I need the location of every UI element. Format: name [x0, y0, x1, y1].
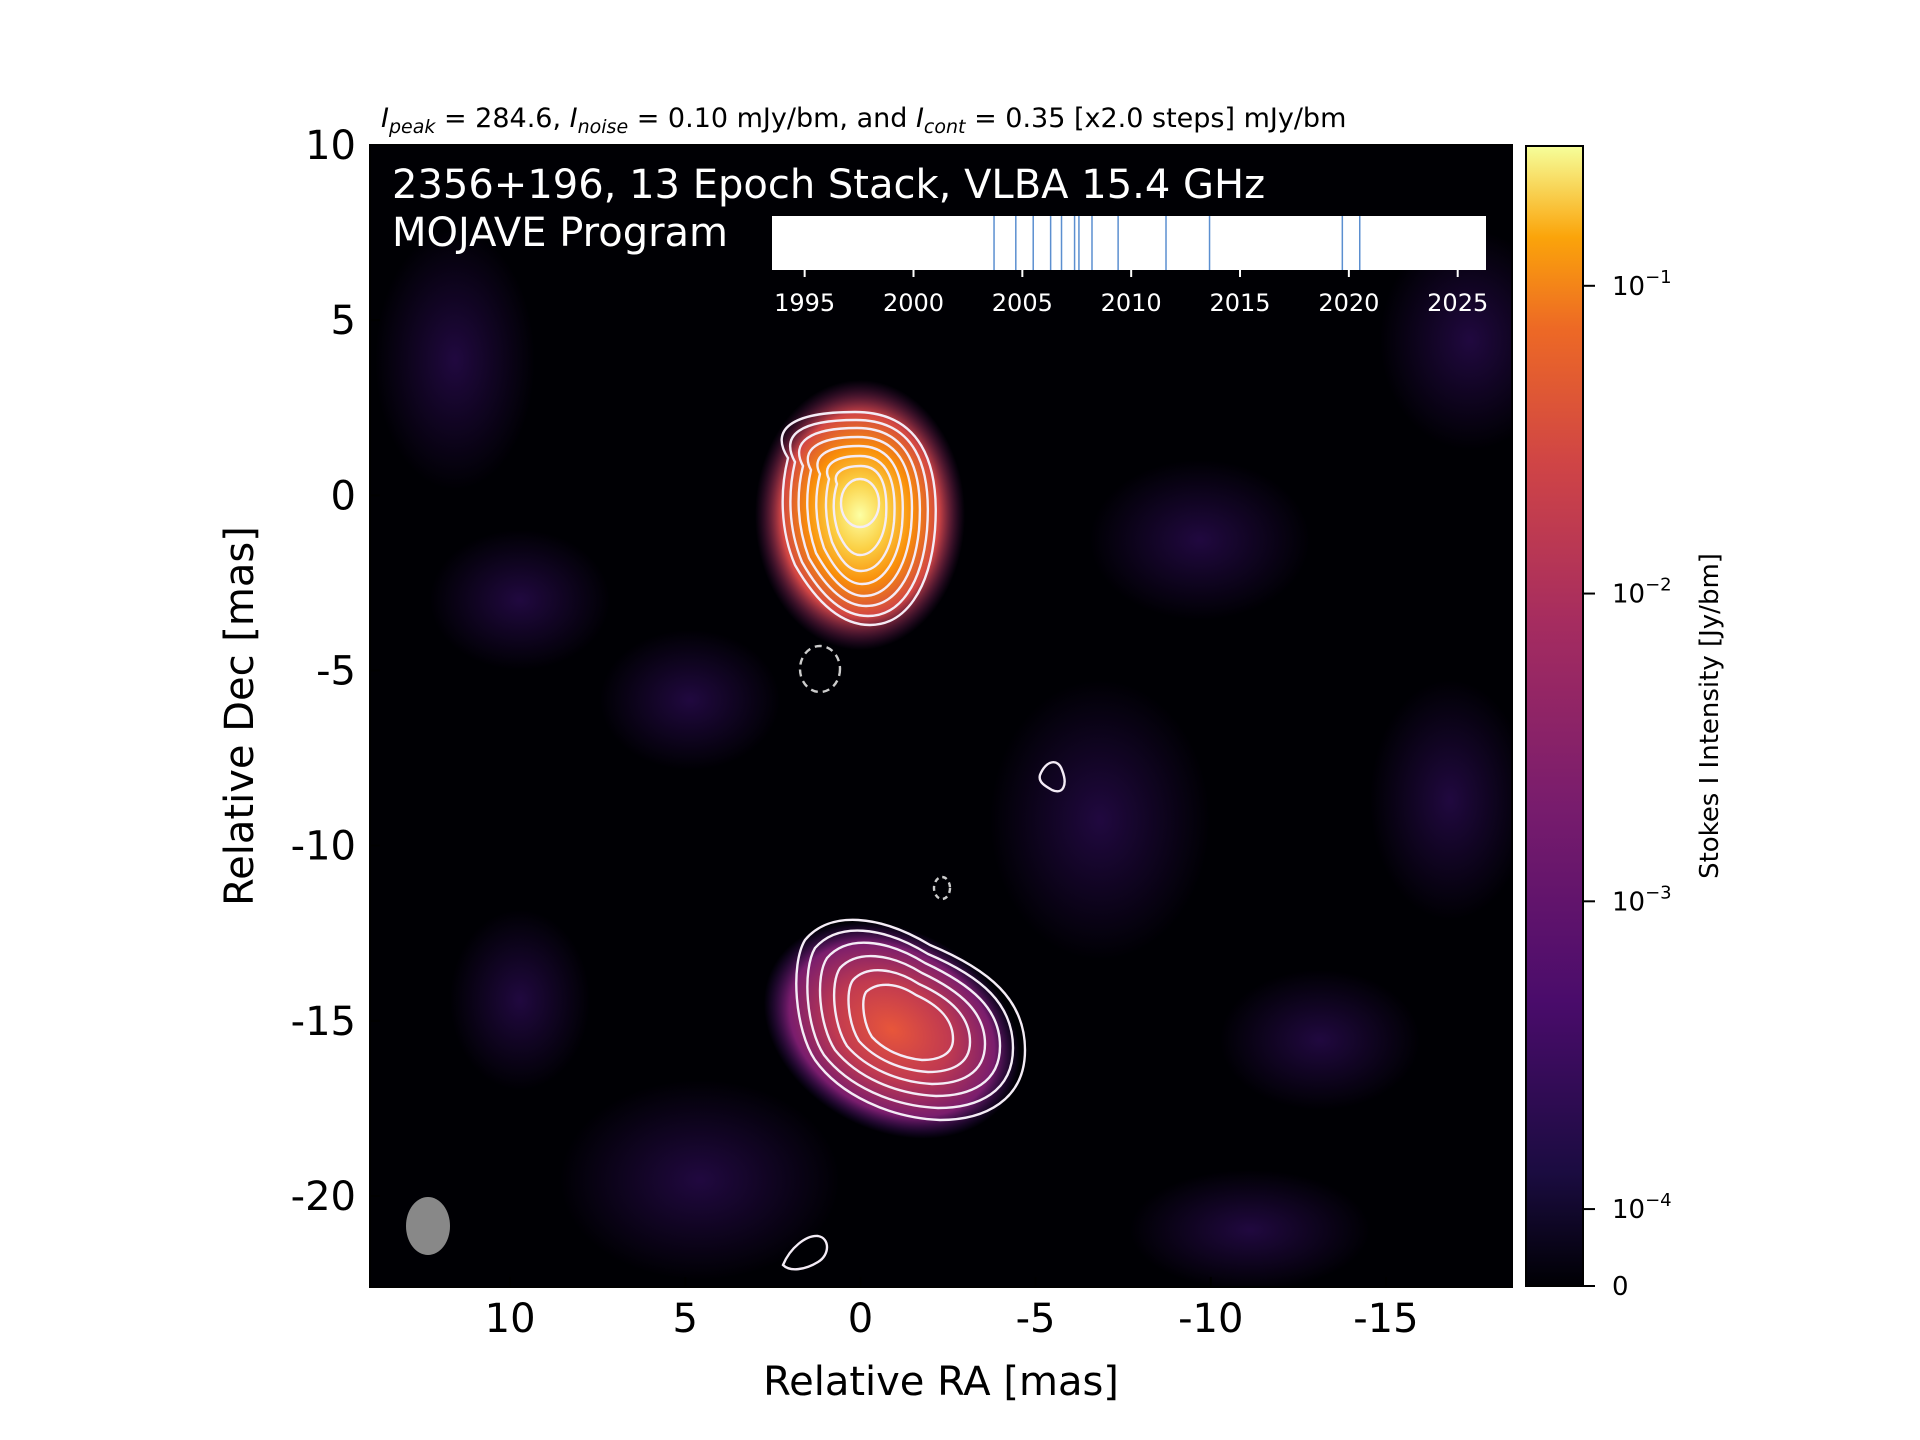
image-plot: 2356+196, 13 Epoch Stack, VLBA 15.4 GHz … — [369, 144, 1513, 1288]
contour-line — [839, 477, 881, 529]
intensity-map — [375, 230, 1512, 1287]
epoch-tick-label: 1995 — [774, 289, 835, 317]
colorbar: 10−1 10−2 10−3 10−4 0 Stokes I Intensity [Jy… — [1525, 145, 1725, 1302]
source-title: 2356+196, 13 Epoch Stack, VLBA 15.4 GHz — [392, 162, 1265, 208]
x-tick-label: 0 — [848, 1296, 873, 1342]
colorbar-tick-label: 10−1 — [1612, 267, 1672, 302]
x-tick-label: 10 — [485, 1296, 536, 1342]
x-axis-ticks: 10 5 0 -5 -10 -15 — [485, 1277, 1419, 1342]
noise-patch — [1380, 230, 1512, 450]
epoch-tick-label: 2025 — [1427, 289, 1488, 317]
contour-line — [797, 426, 921, 608]
colorbar-label: Stokes I Intensity [Jy/bm] — [1695, 553, 1725, 879]
noise-symbol: I — [570, 103, 578, 134]
colorbar-tick-label: 10−4 — [1612, 1190, 1672, 1225]
epoch-ticks: 1995 2000 2005 2010 2015 2020 2025 — [774, 270, 1488, 317]
noise-patch — [450, 910, 590, 1090]
epoch-tick-label: 2015 — [1209, 289, 1270, 317]
contour-line — [815, 444, 904, 586]
cont-value: = 0.35 [x2.0 steps] mJy/bm — [965, 103, 1346, 134]
epoch-tick-label: 2000 — [883, 289, 944, 317]
core-contours — [780, 410, 937, 627]
contour-line — [795, 918, 1027, 1122]
noise-patch — [1220, 970, 1420, 1110]
colorbar-ticks: 10−1 10−2 10−3 10−4 0 — [1583, 267, 1672, 1302]
noise-subscript: noise — [578, 116, 629, 138]
contour-line — [862, 983, 955, 1062]
y-axis-ticks: 10 5 0 -5 -10 -15 -20 — [291, 123, 380, 1220]
cont-symbol: I — [916, 103, 924, 134]
y-axis-label: Relative Dec [mas] — [217, 526, 263, 906]
noise-patch — [1130, 1170, 1370, 1287]
program-title: MOJAVE Program — [392, 210, 728, 256]
contour-line — [780, 410, 937, 627]
contour-line — [1038, 761, 1066, 793]
noise-patch — [1090, 460, 1310, 620]
noise-layer — [375, 230, 1512, 1287]
noise-value: = 0.10 mJy/bm, and — [628, 103, 916, 134]
negative-contour — [932, 875, 952, 901]
epoch-tick-label: 2010 — [1101, 289, 1162, 317]
intensity-summary: Ipeak = 284.6, Inoise = 0.10 mJy/bm, and… — [381, 103, 1346, 138]
epoch-timeline-box — [772, 216, 1486, 270]
colorbar-tick-label: 10−3 — [1612, 882, 1672, 917]
jet-emission — [763, 921, 1021, 1139]
epoch-timeline: 1995 2000 2005 2010 2015 2020 2025 — [772, 216, 1488, 317]
contour-line — [832, 955, 987, 1086]
y-tick-label: -5 — [316, 648, 356, 694]
colorbar-tick-label: 10−2 — [1612, 575, 1672, 610]
epoch-tick-label: 2020 — [1318, 289, 1379, 317]
contour-line — [789, 418, 929, 618]
x-tick-label: -15 — [1353, 1296, 1418, 1342]
contour-line — [818, 941, 1002, 1098]
beam-ellipse — [406, 1197, 450, 1255]
x-tick-label: -5 — [1016, 1296, 1056, 1342]
noise-patch — [990, 680, 1210, 960]
contour-line — [824, 454, 896, 573]
peak-symbol: I — [381, 103, 389, 134]
contour-line — [847, 969, 972, 1074]
x-tick-label: -10 — [1178, 1296, 1243, 1342]
y-tick-label: -10 — [291, 824, 356, 870]
colorbar-tick-label: 0 — [1612, 1272, 1629, 1302]
noise-patch — [560, 1080, 840, 1280]
cont-subscript: cont — [924, 116, 967, 138]
epoch-tick-label: 2005 — [992, 289, 1053, 317]
y-tick-label: 10 — [305, 123, 356, 169]
contour-line — [832, 464, 888, 557]
colorbar-scale — [1525, 145, 1584, 1287]
contour-line — [806, 435, 914, 598]
jet-contours — [795, 918, 1027, 1122]
y-tick-label: -20 — [291, 1174, 356, 1220]
plot-frame — [369, 144, 1513, 1288]
y-tick-label: 5 — [331, 298, 356, 344]
noise-patch — [430, 530, 610, 670]
y-tick-label: -15 — [291, 999, 356, 1045]
outer-contours — [781, 644, 1066, 1271]
y-tick-label: 0 — [331, 473, 356, 519]
negative-contour — [798, 644, 842, 694]
contour-line — [806, 929, 1015, 1110]
peak-subscript: peak — [388, 116, 436, 138]
epoch-lines — [993, 216, 1361, 270]
noise-patch — [1370, 680, 1512, 920]
peak-value: = 284.6, — [435, 103, 569, 134]
noise-patch — [600, 630, 780, 770]
x-axis-label: Relative RA [mas] — [763, 1359, 1119, 1405]
x-tick-label: 5 — [673, 1296, 698, 1342]
contour-line — [781, 1234, 829, 1271]
noise-patch — [375, 230, 535, 490]
